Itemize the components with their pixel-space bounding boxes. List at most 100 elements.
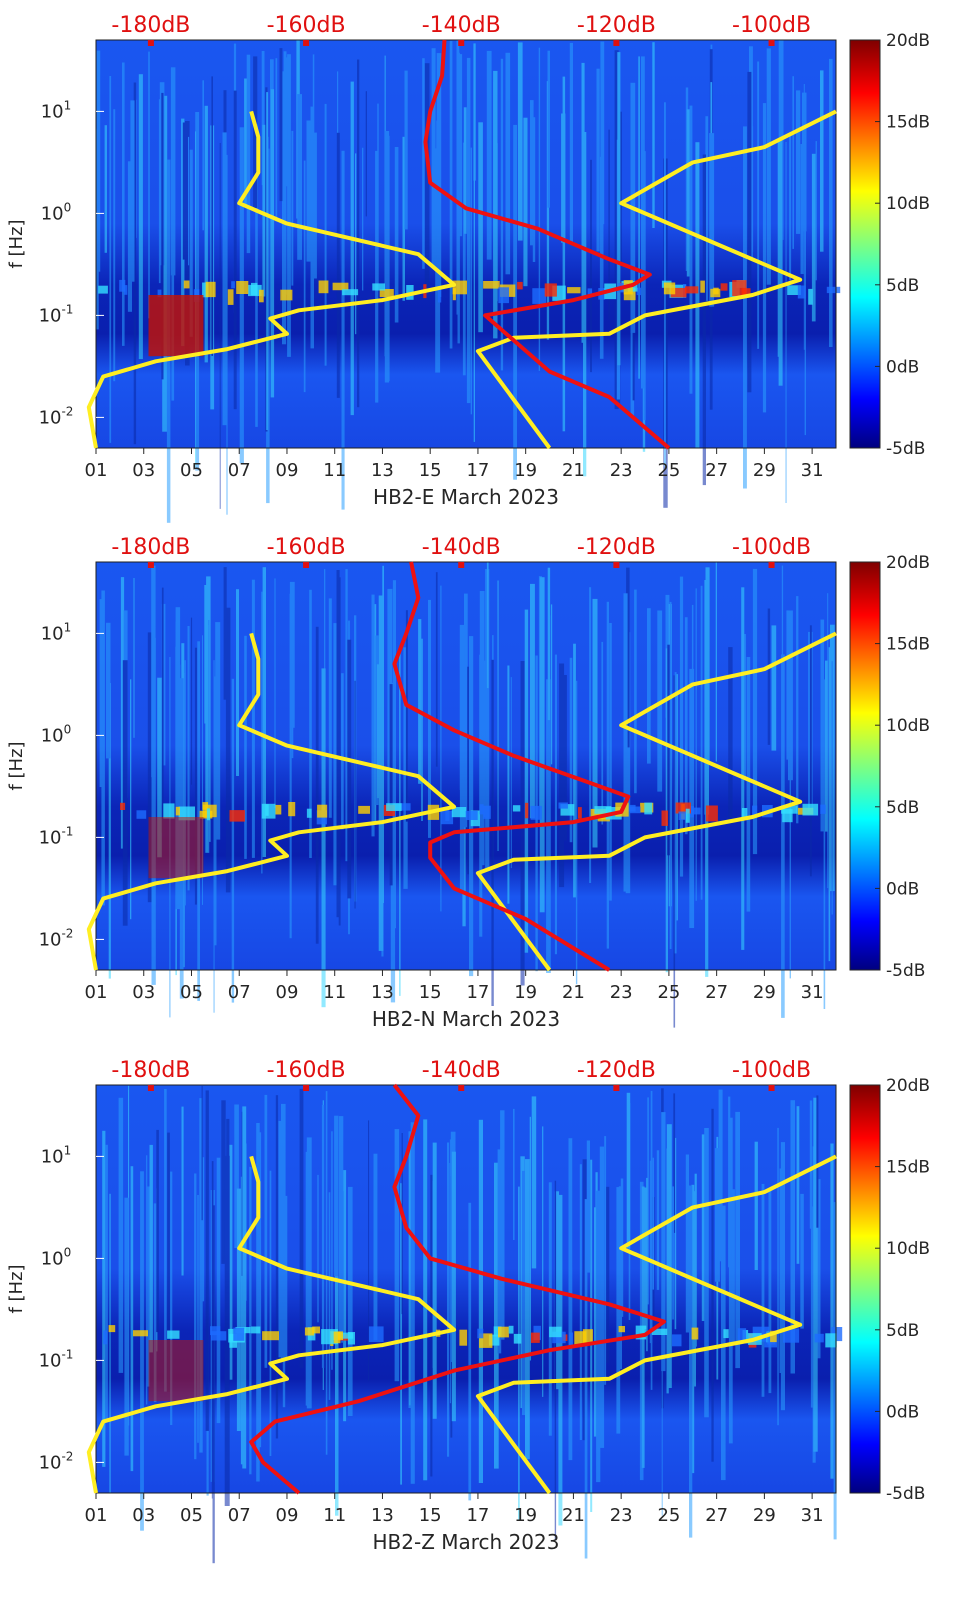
spectrogram-stripe: [743, 126, 747, 489]
spectrogram-stripe: [605, 1186, 610, 1363]
spectrogram-stripe: [524, 609, 529, 953]
top-db-label: -160dB: [267, 13, 346, 38]
spectrogram-stripe: [691, 1191, 696, 1387]
spectrogram-stripe: [291, 130, 294, 286]
spectrogram-stripe: [590, 159, 592, 373]
spectrogram-stripe: [201, 1086, 203, 1221]
spectrogram-stripe: [347, 1186, 353, 1416]
band-patch: [787, 285, 801, 295]
band-patch: [317, 804, 328, 818]
spectrogram-stripe: [239, 127, 244, 464]
x-tick-label: 23: [610, 982, 633, 1003]
band-patch: [386, 803, 402, 811]
spectrogram-stripe: [800, 1193, 804, 1329]
spectrogram-stripe: [820, 70, 824, 252]
spectrogram-stripe: [287, 54, 291, 357]
colorbar-label: 20dB: [886, 553, 930, 573]
x-tick-label: 25: [657, 460, 680, 481]
spectrogram-stripe: [813, 1097, 818, 1452]
spectrogram-stripe: [458, 54, 463, 237]
band-patch: [483, 281, 500, 289]
spectrogram-stripe: [321, 668, 326, 1008]
spectrogram-stripe: [473, 113, 475, 442]
band-patch: [513, 1333, 522, 1344]
spectrogram-stripe: [236, 1188, 241, 1431]
band-patch: [814, 1333, 824, 1343]
colorbar: [849, 1084, 881, 1494]
top-db-label: -180dB: [111, 535, 190, 560]
spectrogram-stripe: [646, 1177, 648, 1352]
spectrogram-stripe: [222, 132, 227, 426]
colorbar-label: 10dB: [886, 716, 930, 736]
colorbar-label: 20dB: [886, 31, 930, 51]
band-patch: [530, 1332, 540, 1343]
spectrogram-stripe: [199, 1098, 203, 1453]
spectrogram-stripe: [705, 615, 709, 977]
spectrogram-stripe: [747, 71, 752, 393]
band-patch: [549, 1326, 562, 1338]
band-patch: [678, 811, 687, 820]
x-tick-label: 07: [228, 1505, 251, 1526]
spectrogram-stripe: [138, 74, 143, 360]
spectrogram-stripe: [312, 132, 317, 279]
spectrogram-stripe: [777, 1127, 779, 1426]
band-patch: [199, 810, 213, 819]
hot-region: [148, 295, 204, 357]
band-patch: [437, 289, 442, 303]
band-patch: [183, 280, 190, 289]
series-line-1: [475, 631, 837, 972]
top-db-label: -140dB: [422, 1058, 501, 1083]
spectrogram-stripe: [575, 680, 578, 985]
spectrogram-stripe: [617, 52, 621, 366]
spectrogram-stripe: [447, 1142, 450, 1457]
spectrogram-stripe: [546, 81, 550, 340]
spectrogram-stripe: [161, 587, 164, 833]
x-tick-label: 27: [705, 982, 728, 1003]
band-patch: [594, 806, 612, 814]
spectrogram-stripe: [709, 133, 715, 307]
band-patch: [347, 1332, 355, 1345]
spectrogram-stripe: [728, 647, 733, 825]
x-tick-label: 01: [85, 982, 108, 1003]
band-patch: [332, 282, 349, 291]
spectrogram-stripe: [291, 635, 294, 759]
spectrogram-stripe: [518, 1186, 520, 1520]
band-patch: [333, 1331, 341, 1344]
spectrogram-stripe: [215, 622, 221, 840]
spectrogram-stripe: [147, 1186, 150, 1387]
spectrogram-stripe: [634, 589, 637, 794]
y-tick-label: 100: [41, 722, 72, 746]
spectrogram-stripe: [368, 1120, 370, 1382]
spectrogram-stripe: [377, 103, 379, 285]
spectrogram-stripe: [149, 1144, 153, 1353]
y-tick-label: 100: [41, 1245, 72, 1269]
band-patch: [119, 279, 126, 292]
top-db-label: -140dB: [422, 535, 501, 560]
spectrogram-stripe: [510, 677, 512, 869]
colorbar-label: 5dB: [886, 1321, 919, 1341]
spectrogram-stripe: [440, 585, 442, 912]
spectrogram-stripe: [355, 153, 357, 335]
spectrogram-stripe: [324, 103, 327, 366]
spectrogram-stripe: [194, 647, 198, 905]
spectrogram-stripe: [357, 59, 360, 408]
spectrogram-stripe: [752, 568, 758, 855]
spectrogram-stripe: [127, 161, 132, 312]
spectrogram-stripe: [562, 76, 566, 432]
colorbar-label: -5dB: [886, 961, 925, 981]
spectrogram-stripe: [167, 1132, 170, 1392]
spectrogram-stripe: [530, 583, 535, 819]
spectrogram-stripe: [674, 1137, 677, 1330]
x-axis-label: HB2-N March 2023: [372, 1007, 560, 1031]
band-patch: [672, 1334, 682, 1347]
spectrogram-stripe: [328, 1192, 331, 1400]
spectrogram-stripe: [120, 577, 125, 849]
spectrogram-stripe: [686, 109, 690, 277]
band-patch: [732, 280, 747, 296]
y-tick-label: 100: [41, 200, 72, 224]
spectrogram-stripe: [431, 48, 436, 268]
spectrogram-stripe: [485, 569, 490, 869]
spectrogram-stripe: [638, 56, 640, 379]
spectrogram-stripe: [328, 598, 332, 818]
spectrogram-stripe: [468, 1202, 472, 1501]
